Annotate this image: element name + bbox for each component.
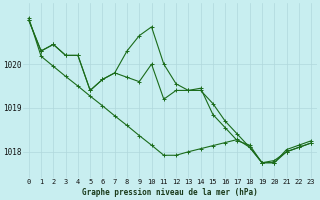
X-axis label: Graphe pression niveau de la mer (hPa): Graphe pression niveau de la mer (hPa) xyxy=(82,188,258,197)
